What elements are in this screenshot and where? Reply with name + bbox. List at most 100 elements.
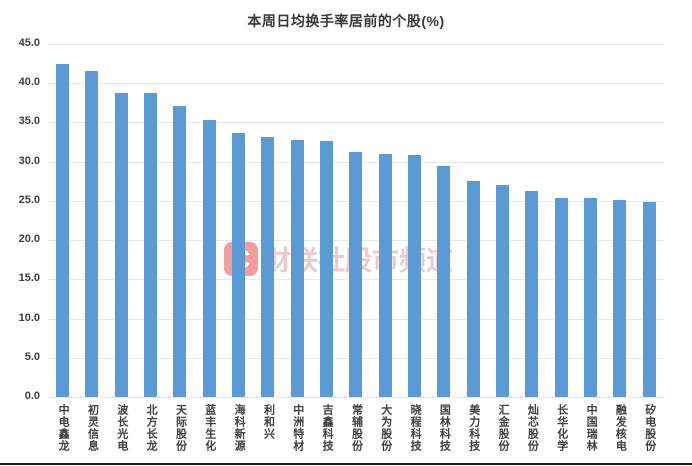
bar	[85, 70, 99, 397]
bar-column	[283, 139, 312, 397]
plot-area: C 财联社股市频道	[48, 44, 664, 398]
bar-column	[224, 133, 253, 397]
bar	[349, 152, 363, 397]
gridline	[48, 83, 664, 85]
bar	[525, 190, 539, 397]
bar-column	[459, 181, 488, 397]
bar	[408, 155, 422, 397]
bar-column	[341, 152, 370, 397]
bar-column	[77, 70, 106, 397]
x-axis-label-text: 常辅股份	[350, 404, 363, 452]
y-axis-tick-label: 5.0	[24, 350, 40, 363]
bar-column	[165, 105, 194, 397]
x-axis-label-text: 晓程科技	[409, 404, 422, 452]
x-axis-label: 天际股份	[165, 404, 194, 462]
x-axis-label: 美力科技	[459, 404, 488, 462]
x-axis-label-text: 北方长龙	[145, 404, 158, 452]
chart-title: 本周日均换手率居前的个股(%)	[247, 13, 445, 29]
x-axis-label-text: 吉鑫科技	[321, 404, 334, 452]
y-axis-tick-label: 0.0	[24, 390, 40, 402]
bar	[202, 120, 216, 397]
gridline	[48, 397, 664, 398]
bar	[114, 92, 128, 397]
bar-column	[253, 137, 282, 397]
x-axis-label: 海科新源	[224, 404, 253, 462]
bar-column	[107, 92, 136, 397]
bar	[144, 93, 158, 397]
bar	[466, 181, 480, 397]
x-axis-label-text: 汇金股份	[497, 404, 510, 452]
x-axis-label-text: 国林科技	[438, 404, 451, 452]
x-axis-label-text: 矽电股份	[643, 404, 656, 452]
x-axis-label-text: 利和兴	[262, 404, 275, 440]
x-axis-label-text: 蓝丰生化	[203, 404, 216, 452]
x-axis-label: 常辅股份	[341, 404, 370, 462]
bar	[437, 166, 451, 397]
x-axis-label: 融发核电	[605, 404, 634, 462]
y-axis-tick-label: 45.0	[18, 37, 40, 49]
bar	[584, 197, 598, 397]
x-axis-label-text: 波长光电	[115, 404, 128, 452]
x-axis-label-text: 大为股份	[379, 404, 392, 452]
x-axis-label-text: 灿芯股份	[526, 404, 539, 452]
bars-container	[48, 44, 664, 397]
x-axis-labels: 中电鑫龙 初灵信息 波长光电 北方长龙 天际股份 蓝丰生化 海科新源 利和兴 中洲特材 吉鑫科技 常…	[48, 404, 664, 462]
y-axis-tick-label: 25.0	[18, 193, 40, 206]
bar-column	[371, 153, 400, 397]
bar	[378, 153, 392, 397]
x-axis-label-text: 天际股份	[174, 404, 187, 452]
bar	[642, 202, 656, 397]
x-axis-label: 中国瑞林	[576, 404, 605, 462]
bar	[496, 185, 510, 397]
bar-column	[635, 202, 664, 397]
x-axis-label-text: 海科新源	[233, 404, 246, 452]
x-axis-label-text: 美力科技	[467, 404, 480, 452]
bar	[232, 133, 246, 397]
x-axis-label: 吉鑫科技	[312, 404, 341, 462]
x-axis-label: 中洲特材	[283, 404, 312, 462]
bar	[290, 139, 304, 397]
x-axis-label-text: 融发核电	[614, 404, 627, 452]
y-axis-tick-label: 15.0	[18, 272, 40, 285]
bar-column	[605, 200, 634, 397]
bottom-divider	[0, 463, 692, 465]
x-axis-label: 长华化学	[547, 404, 576, 462]
x-axis-label: 北方长龙	[136, 404, 165, 462]
bar-column	[429, 166, 458, 397]
x-axis-label: 波长光电	[107, 404, 136, 462]
x-axis-label-text: 长华化学	[555, 404, 568, 452]
bar	[320, 140, 334, 397]
bar-column	[48, 64, 77, 397]
x-axis-label: 中电鑫龙	[48, 404, 77, 462]
bar-column	[547, 197, 576, 397]
y-axis: 45.0 40.0 35.0 30.0 25.0 20.0 15.0 10.0 5.0 0.0	[0, 37, 42, 402]
y-axis-tick-label: 35.0	[18, 115, 40, 128]
bar	[613, 200, 627, 397]
x-axis-label: 初灵信息	[77, 404, 106, 462]
x-axis-label: 矽电股份	[635, 404, 664, 462]
x-axis-label-text: 中电鑫龙	[57, 404, 70, 452]
x-axis-label-text: 中国瑞林	[585, 404, 598, 452]
x-axis-label: 大为股份	[371, 404, 400, 462]
x-axis-label: 蓝丰生化	[195, 404, 224, 462]
bar-column	[195, 120, 224, 397]
bar	[173, 105, 187, 397]
x-axis-label-text: 初灵信息	[86, 404, 99, 452]
bar-column	[488, 185, 517, 397]
bar	[261, 137, 275, 397]
x-axis-label: 汇金股份	[488, 404, 517, 462]
y-axis-tick-label: 10.0	[18, 311, 40, 324]
x-axis-label: 灿芯股份	[517, 404, 546, 462]
gridline	[48, 44, 664, 45]
bar	[56, 64, 70, 397]
bar-column	[576, 197, 605, 397]
bar-column	[136, 93, 165, 397]
bar	[554, 197, 568, 397]
x-axis-label: 利和兴	[253, 404, 282, 462]
x-axis-label-text: 中洲特材	[291, 404, 304, 452]
gridline	[48, 122, 664, 124]
bar-column	[517, 190, 546, 397]
y-axis-tick-label: 30.0	[18, 154, 40, 167]
x-axis-label: 晓程科技	[400, 404, 429, 462]
